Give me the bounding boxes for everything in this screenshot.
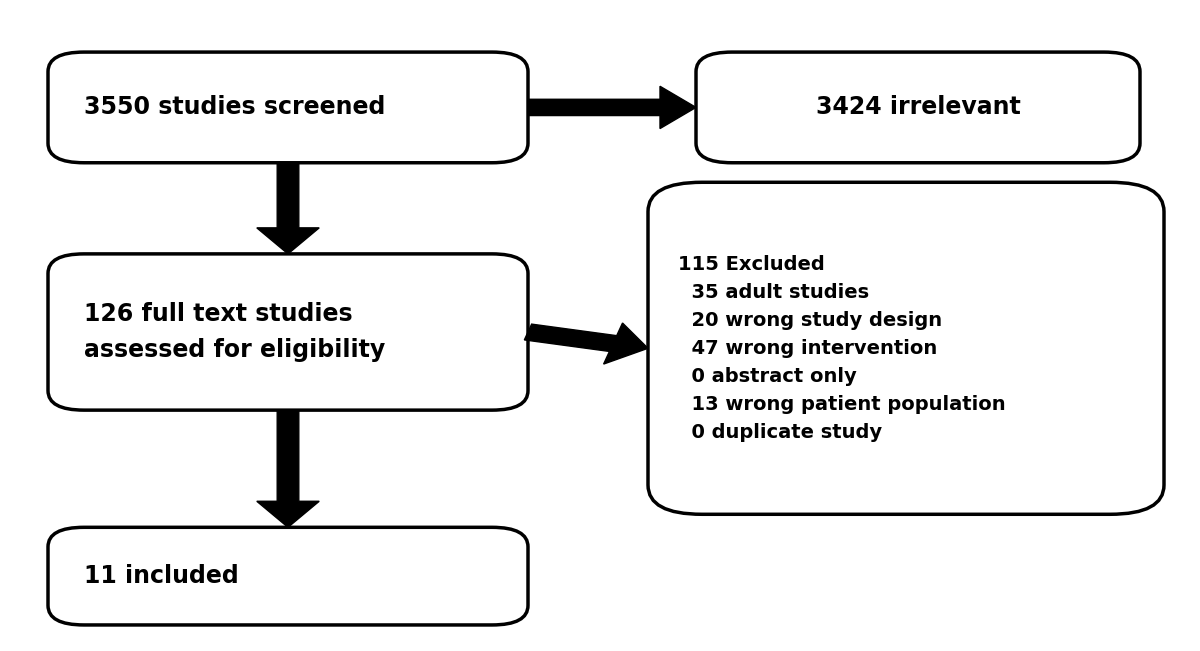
FancyArrow shape <box>257 163 319 254</box>
Text: 11 included: 11 included <box>84 564 239 588</box>
FancyArrow shape <box>524 323 648 364</box>
Text: 3424 irrelevant: 3424 irrelevant <box>816 96 1020 119</box>
FancyBboxPatch shape <box>648 182 1164 514</box>
FancyBboxPatch shape <box>696 52 1140 163</box>
Text: 126 full text studies
assessed for eligibility: 126 full text studies assessed for eligi… <box>84 302 385 362</box>
FancyArrow shape <box>528 87 696 129</box>
FancyArrow shape <box>257 410 319 527</box>
FancyBboxPatch shape <box>48 527 528 625</box>
Text: 3550 studies screened: 3550 studies screened <box>84 96 385 119</box>
Text: 115 Excluded
  35 adult studies
  20 wrong study design
  47 wrong intervention
: 115 Excluded 35 adult studies 20 wrong s… <box>678 255 1006 442</box>
FancyBboxPatch shape <box>48 52 528 163</box>
FancyBboxPatch shape <box>48 254 528 410</box>
